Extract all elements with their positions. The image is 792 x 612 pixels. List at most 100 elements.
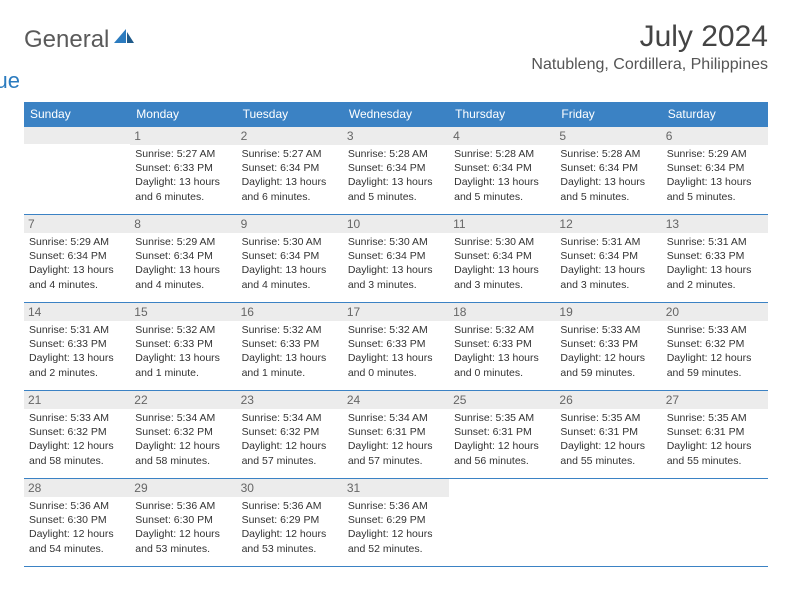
daylight-text: Daylight: 13 hours and 4 minutes. xyxy=(135,263,231,291)
calendar-day-cell: 13Sunrise: 5:31 AMSunset: 6:33 PMDayligh… xyxy=(662,215,768,303)
sunset-text: Sunset: 6:33 PM xyxy=(135,161,231,175)
day-info: Sunrise: 5:34 AMSunset: 6:31 PMDaylight:… xyxy=(348,411,444,468)
day-number: 14 xyxy=(24,303,130,321)
sunset-text: Sunset: 6:34 PM xyxy=(560,249,656,263)
day-number: 5 xyxy=(555,127,661,145)
day-number: 26 xyxy=(555,391,661,409)
day-number: 6 xyxy=(662,127,768,145)
daylight-text: Daylight: 13 hours and 3 minutes. xyxy=(560,263,656,291)
day-number: 18 xyxy=(449,303,555,321)
day-info: Sunrise: 5:32 AMSunset: 6:33 PMDaylight:… xyxy=(242,323,338,380)
daylight-text: Daylight: 13 hours and 6 minutes. xyxy=(135,175,231,203)
day-number: 30 xyxy=(237,479,343,497)
daylight-text: Daylight: 13 hours and 1 minute. xyxy=(242,351,338,379)
day-info: Sunrise: 5:28 AMSunset: 6:34 PMDaylight:… xyxy=(348,147,444,204)
title-block: July 2024 Natubleng, Cordillera, Philipp… xyxy=(531,20,768,74)
day-number: 17 xyxy=(343,303,449,321)
calendar-day-cell: 27Sunrise: 5:35 AMSunset: 6:31 PMDayligh… xyxy=(662,391,768,479)
logo-text-general: General xyxy=(24,26,109,53)
daylight-text: Daylight: 12 hours and 54 minutes. xyxy=(29,527,125,555)
daylight-text: Daylight: 12 hours and 53 minutes. xyxy=(135,527,231,555)
weekday-header: Friday xyxy=(555,102,661,127)
day-info: Sunrise: 5:29 AMSunset: 6:34 PMDaylight:… xyxy=(667,147,763,204)
day-number: 8 xyxy=(130,215,236,233)
sunset-text: Sunset: 6:34 PM xyxy=(348,161,444,175)
day-number: 13 xyxy=(662,215,768,233)
sunset-text: Sunset: 6:34 PM xyxy=(667,161,763,175)
calendar-day-cell: 11Sunrise: 5:30 AMSunset: 6:34 PMDayligh… xyxy=(449,215,555,303)
sunset-text: Sunset: 6:29 PM xyxy=(348,513,444,527)
day-info: Sunrise: 5:28 AMSunset: 6:34 PMDaylight:… xyxy=(454,147,550,204)
day-info: Sunrise: 5:29 AMSunset: 6:34 PMDaylight:… xyxy=(29,235,125,292)
sunrise-text: Sunrise: 5:33 AM xyxy=(560,323,656,337)
day-number: 11 xyxy=(449,215,555,233)
day-info: Sunrise: 5:28 AMSunset: 6:34 PMDaylight:… xyxy=(560,147,656,204)
daylight-text: Daylight: 13 hours and 4 minutes. xyxy=(29,263,125,291)
calendar-day-cell: 6 Sunrise: 5:29 AMSunset: 6:34 PMDaylight… xyxy=(662,127,768,215)
calendar-week-row: 1Sunrise: 5:27 AMSunset: 6:33 PMDaylight… xyxy=(24,127,768,215)
calendar-day-cell xyxy=(555,479,661,567)
daylight-text: Daylight: 12 hours and 55 minutes. xyxy=(667,439,763,467)
sunset-text: Sunset: 6:32 PM xyxy=(135,425,231,439)
sunrise-text: Sunrise: 5:35 AM xyxy=(560,411,656,425)
day-info: Sunrise: 5:35 AMSunset: 6:31 PMDaylight:… xyxy=(454,411,550,468)
sunset-text: Sunset: 6:32 PM xyxy=(242,425,338,439)
sunrise-text: Sunrise: 5:30 AM xyxy=(242,235,338,249)
day-number: 24 xyxy=(343,391,449,409)
day-info: Sunrise: 5:33 AMSunset: 6:33 PMDaylight:… xyxy=(560,323,656,380)
calendar-day-cell: 7Sunrise: 5:29 AMSunset: 6:34 PMDaylight… xyxy=(24,215,130,303)
daylight-text: Daylight: 12 hours and 53 minutes. xyxy=(242,527,338,555)
sunset-text: Sunset: 6:34 PM xyxy=(242,161,338,175)
calendar-day-cell: 2Sunrise: 5:27 AMSunset: 6:34 PMDaylight… xyxy=(237,127,343,215)
daylight-text: Daylight: 13 hours and 6 minutes. xyxy=(242,175,338,203)
sunset-text: Sunset: 6:34 PM xyxy=(242,249,338,263)
calendar-day-cell: 19Sunrise: 5:33 AMSunset: 6:33 PMDayligh… xyxy=(555,303,661,391)
daylight-text: Daylight: 13 hours and 0 minutes. xyxy=(348,351,444,379)
sunrise-text: Sunrise: 5:32 AM xyxy=(135,323,231,337)
calendar-table: Sunday Monday Tuesday Wednesday Thursday… xyxy=(24,102,768,567)
sunrise-text: Sunrise: 5:30 AM xyxy=(348,235,444,249)
sunrise-text: Sunrise: 5:35 AM xyxy=(667,411,763,425)
sunset-text: Sunset: 6:30 PM xyxy=(135,513,231,527)
weekday-header: Sunday xyxy=(24,102,130,127)
logo-sail-icon xyxy=(114,29,136,52)
sunrise-text: Sunrise: 5:34 AM xyxy=(135,411,231,425)
day-info: Sunrise: 5:31 AMSunset: 6:33 PMDaylight:… xyxy=(29,323,125,380)
day-number: 12 xyxy=(555,215,661,233)
day-info: Sunrise: 5:33 AMSunset: 6:32 PMDaylight:… xyxy=(29,411,125,468)
day-number: 22 xyxy=(130,391,236,409)
header: General Blue July 2024 Natubleng, Cordil… xyxy=(24,20,768,94)
calendar-day-cell: 14 Sunrise: 5:31 AMSunset: 6:33 PMDayligh… xyxy=(24,303,130,391)
day-info: Sunrise: 5:36 AMSunset: 6:29 PMDaylight:… xyxy=(242,499,338,556)
weekday-header: Saturday xyxy=(662,102,768,127)
day-info: Sunrise: 5:35 AMSunset: 6:31 PMDaylight:… xyxy=(667,411,763,468)
sunrise-text: Sunrise: 5:27 AM xyxy=(242,147,338,161)
sunrise-text: Sunrise: 5:31 AM xyxy=(667,235,763,249)
calendar-day-cell: 5 Sunrise: 5:28 AMSunset: 6:34 PMDaylight… xyxy=(555,127,661,215)
sunset-text: Sunset: 6:34 PM xyxy=(135,249,231,263)
daylight-text: Daylight: 13 hours and 2 minutes. xyxy=(29,351,125,379)
day-info: Sunrise: 5:30 AMSunset: 6:34 PMDaylight:… xyxy=(242,235,338,292)
calendar-day-cell: 8Sunrise: 5:29 AMSunset: 6:34 PMDaylight… xyxy=(130,215,236,303)
daylight-text: Daylight: 12 hours and 59 minutes. xyxy=(667,351,763,379)
calendar-week-row: 21Sunrise: 5:33 AMSunset: 6:32 PMDayligh… xyxy=(24,391,768,479)
sunset-text: Sunset: 6:33 PM xyxy=(135,337,231,351)
logo-text-blue: Blue xyxy=(0,68,136,94)
day-number: 1 xyxy=(130,127,236,145)
calendar-day-cell xyxy=(449,479,555,567)
daylight-text: Daylight: 13 hours and 5 minutes. xyxy=(667,175,763,203)
daylight-text: Daylight: 12 hours and 57 minutes. xyxy=(348,439,444,467)
calendar-day-cell: 1 Sunrise: 5:27 AMSunset: 6:33 PMDaylight… xyxy=(130,127,236,215)
daylight-text: Daylight: 12 hours and 57 minutes. xyxy=(242,439,338,467)
day-info: Sunrise: 5:34 AMSunset: 6:32 PMDaylight:… xyxy=(242,411,338,468)
day-number: 15 xyxy=(130,303,236,321)
sunrise-text: Sunrise: 5:27 AM xyxy=(135,147,231,161)
daylight-text: Daylight: 13 hours and 2 minutes. xyxy=(667,263,763,291)
sunrise-text: Sunrise: 5:36 AM xyxy=(29,499,125,513)
sunrise-text: Sunrise: 5:33 AM xyxy=(667,323,763,337)
weekday-header: Wednesday xyxy=(343,102,449,127)
calendar-day-cell: 12Sunrise: 5:31 AMSunset: 6:34 PMDayligh… xyxy=(555,215,661,303)
calendar-day-cell: 31Sunrise: 5:36 AMSunset: 6:29 PMDayligh… xyxy=(343,479,449,567)
sunrise-text: Sunrise: 5:28 AM xyxy=(560,147,656,161)
daylight-text: Daylight: 13 hours and 5 minutes. xyxy=(348,175,444,203)
